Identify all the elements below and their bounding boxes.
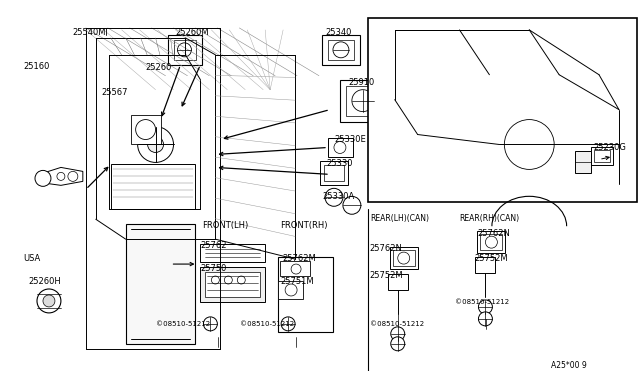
Text: FRONT(RH): FRONT(RH) — [280, 221, 328, 230]
Circle shape — [352, 90, 374, 112]
Bar — [340, 80, 385, 122]
Text: ©08510-51212: ©08510-51212 — [454, 299, 509, 305]
Circle shape — [177, 43, 191, 57]
Circle shape — [204, 317, 218, 331]
Bar — [200, 267, 265, 302]
Text: 25751M: 25751M — [280, 277, 314, 286]
Polygon shape — [39, 167, 83, 185]
Text: A25*00 9: A25*00 9 — [551, 361, 587, 370]
Text: 25330: 25330 — [326, 160, 353, 169]
Bar — [476, 257, 495, 273]
Bar — [320, 161, 348, 185]
Circle shape — [281, 317, 295, 331]
Bar — [278, 281, 303, 299]
Text: 25752M: 25752M — [474, 254, 508, 263]
Bar — [200, 244, 265, 262]
Bar — [477, 231, 506, 253]
Text: 25910: 25910 — [348, 78, 374, 87]
Text: USA: USA — [23, 254, 40, 263]
Circle shape — [479, 300, 492, 314]
Circle shape — [504, 119, 554, 169]
Circle shape — [479, 312, 492, 326]
Text: 25567: 25567 — [102, 88, 128, 97]
Text: 25762N: 25762N — [370, 244, 403, 253]
Text: 25762M: 25762M — [282, 254, 316, 263]
Circle shape — [485, 236, 497, 248]
Text: 25340: 25340 — [325, 28, 351, 37]
Circle shape — [35, 170, 51, 186]
Bar — [575, 151, 591, 173]
Bar — [111, 164, 195, 209]
Circle shape — [148, 137, 164, 153]
Bar — [205, 272, 260, 297]
Bar — [173, 40, 196, 60]
Text: 25750: 25750 — [200, 264, 227, 273]
Text: 25540M: 25540M — [73, 28, 106, 37]
Circle shape — [391, 337, 404, 351]
Bar — [481, 234, 502, 250]
Bar — [328, 40, 354, 60]
Text: 25230G: 25230G — [593, 142, 626, 151]
Circle shape — [225, 276, 232, 284]
Text: FRONT(LH): FRONT(LH) — [202, 221, 249, 230]
Bar — [368, 18, 637, 202]
Text: ©08510-51212: ©08510-51212 — [156, 321, 210, 327]
Text: 25260H: 25260H — [28, 277, 61, 286]
Text: 25260M: 25260M — [175, 28, 209, 37]
Bar — [388, 274, 408, 290]
Bar — [278, 257, 333, 332]
Circle shape — [325, 188, 343, 206]
Text: 25160: 25160 — [23, 62, 49, 71]
Bar — [280, 261, 310, 276]
Bar — [390, 247, 418, 269]
Bar — [393, 250, 415, 266]
Circle shape — [211, 276, 220, 284]
Text: ©08510-51212: ©08510-51212 — [240, 321, 294, 327]
Text: 25330E: 25330E — [334, 135, 365, 144]
Circle shape — [68, 171, 78, 182]
Bar — [324, 166, 344, 182]
Circle shape — [334, 141, 346, 154]
Text: REAR(RH)(CAN): REAR(RH)(CAN) — [460, 214, 520, 223]
Circle shape — [37, 289, 61, 313]
Circle shape — [285, 284, 297, 296]
Text: 25762N: 25762N — [477, 229, 510, 238]
Circle shape — [343, 196, 361, 214]
Text: 25260: 25260 — [146, 63, 172, 72]
Circle shape — [237, 276, 245, 284]
Circle shape — [333, 42, 349, 58]
Circle shape — [391, 327, 404, 341]
Text: 25762: 25762 — [200, 241, 227, 250]
Text: 25752M: 25752M — [370, 271, 403, 280]
Circle shape — [397, 252, 410, 264]
Text: ©08510-51212: ©08510-51212 — [370, 321, 424, 327]
Text: REAR(LH)(CAN): REAR(LH)(CAN) — [370, 214, 429, 223]
Circle shape — [57, 172, 65, 180]
Bar — [346, 86, 379, 116]
Bar — [322, 35, 360, 65]
Bar — [168, 35, 202, 65]
Circle shape — [291, 264, 301, 274]
Bar — [131, 115, 161, 144]
Bar — [328, 138, 353, 157]
Text: 25330A: 25330A — [322, 192, 355, 201]
Bar — [591, 147, 613, 166]
Circle shape — [138, 126, 173, 163]
Circle shape — [136, 119, 156, 140]
Bar — [594, 150, 610, 163]
Circle shape — [43, 295, 55, 307]
Polygon shape — [125, 224, 195, 344]
